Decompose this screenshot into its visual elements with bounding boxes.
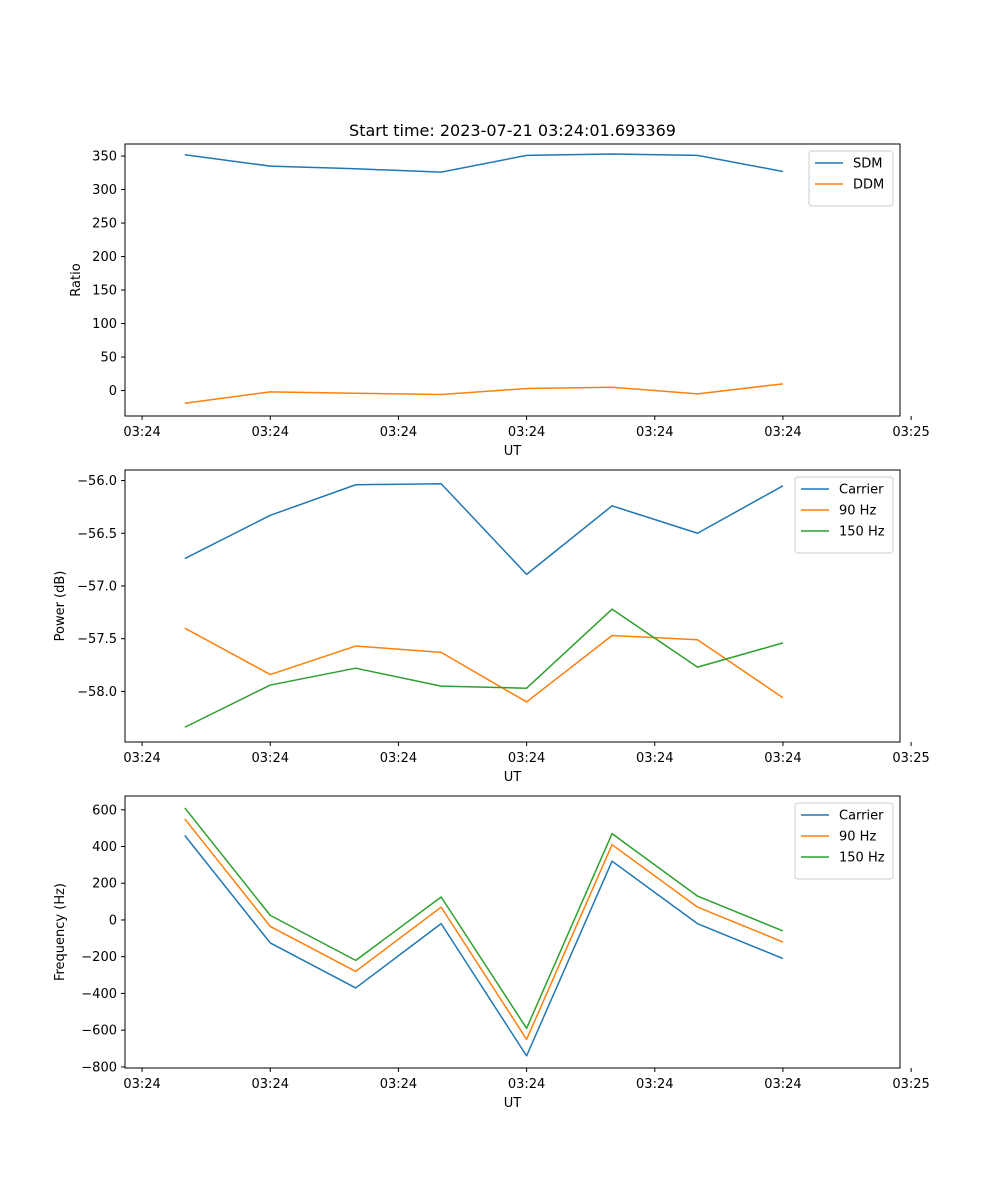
axes-frame — [124, 143, 901, 417]
figure-title: Start time: 2023-07-21 03:24:01.693369 — [349, 121, 676, 140]
x-tick-label: 03:24 — [764, 425, 801, 440]
series-line-90-hz — [184, 627, 784, 703]
axes-frame — [124, 469, 901, 743]
x-tick-label: 03:24 — [636, 1077, 673, 1092]
y-tick-label: −600 — [81, 1024, 117, 1039]
y-tick-label: −400 — [81, 987, 117, 1002]
x-tick-label: 03:24 — [508, 425, 545, 440]
legend-entry: 90 Hz — [839, 504, 876, 519]
legend: Carrier 90 Hz 150 Hz — [794, 476, 894, 554]
chart-panel-2: 03:24 03:24 03:24 03:24 03:24 03:24 03:25 −58.0… — [53, 469, 930, 785]
legend: SDM DDM — [808, 150, 894, 207]
y-tick-label: −56.0 — [77, 474, 117, 489]
legend-box — [808, 150, 894, 207]
x-tick-label: 03:24 — [764, 1077, 801, 1092]
x-tick-label: 03:24 — [636, 751, 673, 766]
legend-entry: Carrier — [839, 809, 884, 824]
x-axis-label: UT — [504, 1096, 522, 1111]
x-tick-label: 03:24 — [636, 425, 673, 440]
x-tick-label: 03:25 — [892, 1077, 929, 1092]
x-tick-label: 03:24 — [380, 425, 417, 440]
series-line-150-hz — [184, 807, 784, 1030]
y-tick-label: 0 — [109, 384, 117, 399]
chart-panel-1: 03:24 03:24 03:24 03:24 03:24 03:24 03:25 0 50 10… — [69, 143, 930, 459]
y-tick-label: −56.5 — [77, 527, 117, 542]
legend-entry: SDM — [853, 157, 882, 172]
legend-box — [794, 802, 894, 880]
y-tick-label: 350 — [92, 150, 117, 165]
y-tick-label: 50 — [100, 351, 117, 366]
y-tick-label: 400 — [92, 840, 117, 855]
legend: Carrier 90 Hz 150 Hz — [794, 802, 894, 880]
y-tick-label: 250 — [92, 217, 117, 232]
y-axis-label: Power (dB) — [53, 571, 68, 642]
axes-frame — [124, 795, 901, 1069]
y-tick-label: −57.5 — [77, 632, 117, 647]
y-tick-label: 200 — [92, 250, 117, 265]
y-tick-label: 300 — [92, 183, 117, 198]
series-line-carrier — [184, 482, 784, 576]
legend-entry: 90 Hz — [839, 830, 876, 845]
x-tick-label: 03:24 — [380, 1077, 417, 1092]
x-tick-label: 03:24 — [123, 751, 160, 766]
x-tick-label: 03:24 — [123, 425, 160, 440]
y-tick-label: 100 — [92, 317, 117, 332]
x-tick-label: 03:24 — [508, 751, 545, 766]
x-tick-label: 03:24 — [508, 1077, 545, 1092]
y-tick-label: 150 — [92, 284, 117, 299]
y-tick-label: 0 — [109, 913, 117, 928]
series-line-carrier — [184, 835, 784, 1057]
x-axis-label: UT — [504, 770, 522, 785]
y-tick-label: 200 — [92, 877, 117, 892]
chart-panel-3: 03:24 03:24 03:24 03:24 03:24 03:24 03:25 −800 −… — [53, 795, 930, 1111]
x-tick-label: 03:24 — [252, 751, 289, 766]
legend-box — [794, 476, 894, 554]
x-tick-label: 03:24 — [764, 751, 801, 766]
x-tick-label: 03:24 — [380, 751, 417, 766]
y-axis-label: Ratio — [69, 263, 84, 296]
series-line-150-hz — [184, 608, 784, 728]
x-tick-label: 03:25 — [892, 425, 929, 440]
x-tick-label: 03:24 — [252, 1077, 289, 1092]
y-tick-label: 600 — [92, 803, 117, 818]
x-axis-label: UT — [504, 444, 522, 459]
y-tick-label: −800 — [81, 1060, 117, 1075]
y-axis-label: Frequency (Hz) — [53, 883, 68, 981]
y-tick-label: −200 — [81, 950, 117, 965]
legend-entry: DDM — [853, 178, 884, 193]
legend-entry: 150 Hz — [839, 851, 885, 866]
x-tick-label: 03:24 — [252, 425, 289, 440]
y-tick-label: −57.0 — [77, 579, 117, 594]
x-tick-label: 03:24 — [123, 1077, 160, 1092]
series-line-90-hz — [184, 818, 784, 1041]
legend-entry: Carrier — [839, 483, 884, 498]
series-line-ddm — [184, 383, 784, 405]
series-line-sdm — [184, 153, 784, 173]
y-tick-label: −58.0 — [77, 685, 117, 700]
legend-entry: 150 Hz — [839, 525, 885, 540]
x-tick-label: 03:25 — [892, 751, 929, 766]
